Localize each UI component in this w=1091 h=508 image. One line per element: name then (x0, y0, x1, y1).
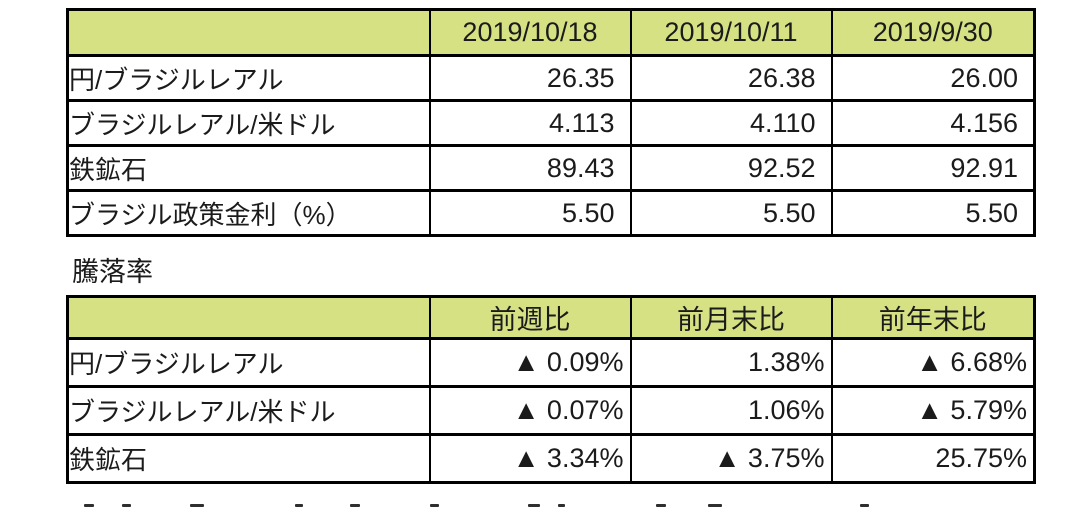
market-levels-table: 2019/10/18 2019/10/11 2019/9/30 円/ブラジルレア… (66, 8, 1036, 237)
row-label: ブラジルレアル/米ドル (66, 385, 431, 436)
value-cell: ▲ 3.75% (629, 433, 833, 484)
value-cell: 5.50 (830, 189, 1036, 237)
value-cell: 4.110 (629, 99, 833, 147)
value-cell: 5.50 (428, 189, 632, 237)
change-rates-table: 前週比 前月末比 前年末比 円/ブラジルレアル ▲ 0.09% 1.38% ▲ … (66, 295, 1036, 484)
value-cell: 26.00 (830, 54, 1036, 102)
value-cell: ▲ 0.09% (428, 337, 632, 388)
column-header-date-1: 2019/10/18 (428, 8, 632, 57)
table-row: ブラジル政策金利（%） 5.50 5.50 5.50 (66, 189, 1036, 237)
table-row: 円/ブラジルレアル ▲ 0.09% 1.38% ▲ 6.68% (66, 337, 1036, 388)
table-row: ブラジルレアル/米ドル 4.113 4.110 4.156 (66, 99, 1036, 147)
column-header-wow: 前週比 (428, 295, 632, 340)
row-label: 鉄鉱石 (66, 144, 431, 192)
section-title-change-rate: 騰落率 (72, 257, 153, 287)
table-row: ブラジルレアル/米ドル ▲ 0.07% 1.06% ▲ 5.79% (66, 385, 1036, 436)
value-cell: 26.35 (428, 54, 632, 102)
row-label: 鉄鉱石 (66, 433, 431, 484)
value-cell: ▲ 0.07% (428, 385, 632, 436)
row-label: 円/ブラジルレアル (66, 54, 431, 102)
table-header-row: 前週比 前月末比 前年末比 (66, 295, 1036, 340)
value-cell: ▲ 5.79% (830, 385, 1036, 436)
clipped-footnote (0, 503, 1091, 508)
value-cell: 25.75% (830, 433, 1036, 484)
value-cell: ▲ 6.68% (830, 337, 1036, 388)
column-header-ytd: 前年末比 (830, 295, 1036, 340)
value-cell: 1.38% (629, 337, 833, 388)
value-cell: 4.113 (428, 99, 632, 147)
value-cell: 89.43 (428, 144, 632, 192)
table-row: 鉄鉱石 89.43 92.52 92.91 (66, 144, 1036, 192)
value-cell: ▲ 3.34% (428, 433, 632, 484)
column-header-date-2: 2019/10/11 (629, 8, 833, 57)
corner-cell (66, 8, 431, 57)
table-row: 鉄鉱石 ▲ 3.34% ▲ 3.75% 25.75% (66, 433, 1036, 484)
corner-cell (66, 295, 431, 340)
column-header-mom: 前月末比 (629, 295, 833, 340)
value-cell: 5.50 (629, 189, 833, 237)
value-cell: 26.38 (629, 54, 833, 102)
row-label: ブラジルレアル/米ドル (66, 99, 431, 147)
value-cell: 92.91 (830, 144, 1036, 192)
value-cell: 4.156 (830, 99, 1036, 147)
table-header-row: 2019/10/18 2019/10/11 2019/9/30 (66, 8, 1036, 57)
value-cell: 1.06% (629, 385, 833, 436)
row-label: 円/ブラジルレアル (66, 337, 431, 388)
column-header-date-3: 2019/9/30 (830, 8, 1036, 57)
table-row: 円/ブラジルレアル 26.35 26.38 26.00 (66, 54, 1036, 102)
row-label: ブラジル政策金利（%） (66, 189, 431, 237)
value-cell: 92.52 (629, 144, 833, 192)
